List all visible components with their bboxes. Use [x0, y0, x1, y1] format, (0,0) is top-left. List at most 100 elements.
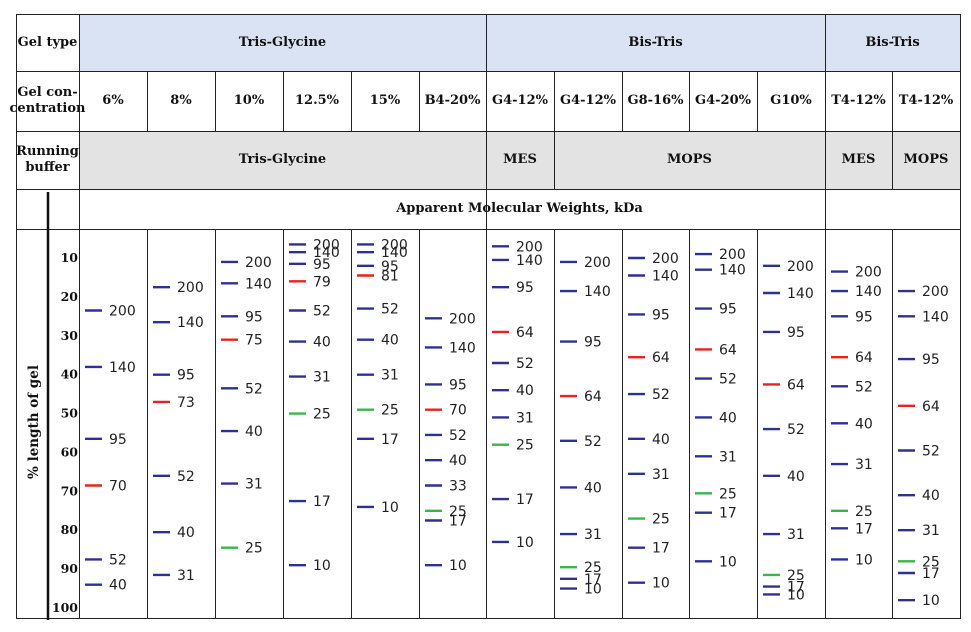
band-label: 140: [245, 276, 272, 292]
buffer-mops-1: MOPS: [667, 152, 712, 167]
band-label: 10: [449, 558, 467, 574]
gel-type-bis-tris-2: Bis-Tris: [865, 34, 920, 50]
band-label: 31: [177, 568, 195, 584]
y-tick-label: 40: [61, 367, 79, 382]
band-label: 200: [245, 255, 272, 271]
grid-line: [689, 71, 690, 131]
y-tick-label: 50: [61, 406, 79, 421]
buffer-mes-2: MES: [841, 152, 876, 167]
band-label: 40: [922, 488, 940, 504]
band-label: 140: [381, 245, 408, 261]
band-label: 95: [109, 432, 127, 448]
band-label: 140: [449, 340, 476, 356]
band-label: 10: [855, 552, 873, 568]
band-label: 31: [719, 449, 737, 465]
band-label: 200: [313, 237, 340, 253]
gel-type-bis-tris-1-bg: [486, 14, 825, 71]
band-label: 31: [245, 477, 263, 493]
band-label: 64: [787, 377, 805, 393]
band-label: 25: [584, 560, 602, 576]
band-label: 10: [922, 593, 940, 609]
band-label: 200: [109, 304, 136, 320]
band-label: 200: [719, 247, 746, 263]
grid-line: [16, 131, 961, 132]
band-label: 200: [584, 255, 611, 271]
grid-line: [147, 229, 148, 619]
band-label: 140: [719, 263, 746, 279]
band-label: 200: [449, 311, 476, 327]
band-label: 40: [652, 432, 670, 448]
band-label: 31: [855, 457, 873, 473]
y-tick-label: 70: [61, 483, 79, 498]
grid-line: [283, 71, 284, 131]
band-label: 75: [245, 333, 263, 349]
grid-line: [419, 229, 420, 619]
band-label: 40: [584, 480, 602, 496]
band-label: 40: [719, 410, 737, 426]
conc-15: 15%: [369, 93, 401, 108]
band-label: 40: [516, 383, 534, 399]
band-label: 52: [652, 387, 670, 403]
grid-line: [689, 229, 690, 619]
band-label: 31: [381, 368, 399, 384]
grid-line: [16, 71, 961, 72]
band-label: 40: [245, 424, 263, 440]
y-axis-label: % length of gel: [26, 365, 42, 479]
grid-line: [554, 229, 555, 619]
band-label: 17: [922, 566, 940, 582]
band-label: 95: [652, 307, 670, 323]
grid-line: [215, 71, 216, 131]
band-label: 25: [719, 486, 737, 502]
grid-line: [622, 229, 623, 619]
band-label: 25: [245, 541, 263, 557]
running-buffer-row-bg: [79, 131, 960, 189]
band-label: 31: [652, 467, 670, 483]
band-label: 52: [855, 379, 873, 395]
band-label: 70: [109, 479, 127, 495]
band-label: 140: [313, 245, 340, 261]
band-label: 40: [177, 525, 195, 541]
band-label: 52: [245, 381, 263, 397]
band-label: 52: [584, 434, 602, 450]
conc-t4-12-mops: T4-12%: [898, 93, 954, 108]
band-label: 17: [313, 494, 331, 510]
grid-line: [486, 14, 487, 619]
conc-g10: G10%: [770, 93, 812, 108]
band-label: 10: [584, 582, 602, 598]
gel-type-tris-glycine-bg: [79, 14, 486, 71]
conc-b4-20: B4-20%: [424, 93, 481, 108]
grid-line: [16, 14, 961, 15]
y-tick-label: 30: [61, 328, 79, 343]
band-label: 140: [109, 360, 136, 376]
band-label: 140: [787, 286, 814, 302]
band-label: 70: [449, 403, 467, 419]
band-label: 40: [855, 416, 873, 432]
band-label: 140: [652, 269, 679, 285]
band-label: 73: [177, 395, 195, 411]
grid-line: [147, 71, 148, 131]
band-label: 140: [584, 284, 611, 300]
gel-type-bis-tris-2-bg: [825, 14, 960, 71]
band-label: 25: [652, 512, 670, 528]
band-label: 17: [787, 580, 805, 596]
band-label: 52: [516, 356, 534, 372]
conc-g4-12-mops: G4-12%: [560, 93, 616, 108]
conc-t4-12-mes: T4-12%: [831, 93, 886, 108]
band-label: 140: [516, 253, 543, 269]
grid-line: [283, 229, 284, 619]
band-label: 31: [313, 370, 331, 386]
gel-type-row-label: Gel type: [17, 34, 78, 50]
band-label: 17: [719, 506, 737, 522]
grid-line: [16, 14, 17, 619]
band-label: 10: [719, 554, 737, 570]
y-tick-label: 100: [52, 600, 78, 615]
band-label: 25: [313, 407, 331, 423]
band-label: 200: [177, 280, 204, 296]
band-label: 17: [449, 514, 467, 530]
grid-line: [16, 229, 961, 230]
band-label: 95: [177, 368, 195, 384]
band-label: 52: [787, 422, 805, 438]
band-label: 52: [449, 428, 467, 444]
band-label: 25: [516, 438, 534, 454]
band-label: 64: [516, 325, 534, 341]
